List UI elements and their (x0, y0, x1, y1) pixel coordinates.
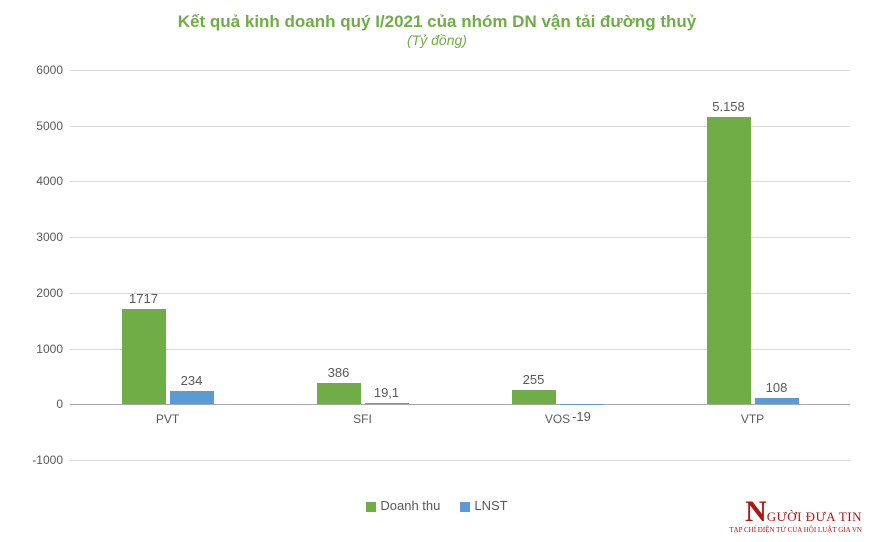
legend-item: Doanh thu (366, 498, 440, 513)
bar-value-label: 5.158 (712, 99, 745, 114)
bar (317, 383, 361, 405)
y-tick-label: 1000 (15, 342, 63, 356)
bar (755, 398, 799, 404)
bar (170, 391, 214, 404)
legend-swatch (366, 502, 376, 512)
bar (707, 117, 751, 404)
legend-item: LNST (460, 498, 507, 513)
legend-label: Doanh thu (380, 498, 440, 513)
bar-value-label: 1717 (129, 291, 158, 306)
bar-value-label: 255 (523, 372, 545, 387)
chart-subtitle: (Tỷ đồng) (0, 32, 874, 54)
plot-area: -100001000200030004000500060001717234PVT… (70, 70, 850, 460)
y-tick-label: 4000 (15, 174, 63, 188)
chart-title: Kết quả kinh doanh quý I/2021 của nhóm D… (0, 0, 874, 32)
bar-value-label: 234 (181, 373, 203, 388)
bar (365, 403, 409, 404)
watermark-letter: N (745, 497, 767, 527)
x-tick-label: PVT (156, 412, 179, 426)
bar (122, 309, 166, 405)
legend-swatch (460, 502, 470, 512)
y-tick-label: 6000 (15, 63, 63, 77)
watermark: NGƯỜI ĐƯA TIN TẠP CHÍ ĐIỆN TỬ CỦA HỘI LU… (729, 497, 862, 534)
legend-label: LNST (474, 498, 507, 513)
watermark-text: GƯỜI ĐƯA TIN (767, 509, 862, 524)
gridline (70, 460, 850, 461)
x-tick-label: VTP (741, 412, 764, 426)
x-tick-label: VOS (545, 412, 570, 426)
y-tick-label: 0 (15, 397, 63, 411)
gridline (70, 404, 850, 405)
gridline (70, 70, 850, 71)
bar-value-label: -19 (572, 409, 591, 424)
y-tick-label: 3000 (15, 230, 63, 244)
x-tick-label: SFI (353, 412, 372, 426)
bar-value-label: 108 (766, 380, 788, 395)
bar (560, 404, 604, 405)
bar-value-label: 19,1 (374, 385, 399, 400)
y-tick-label: 5000 (15, 119, 63, 133)
bar (512, 390, 556, 404)
y-tick-label: 2000 (15, 286, 63, 300)
watermark-subtext: TẠP CHÍ ĐIỆN TỬ CỦA HỘI LUẬT GIA VN (729, 527, 862, 534)
y-tick-label: -1000 (15, 453, 63, 467)
chart-container: Kết quả kinh doanh quý I/2021 của nhóm D… (0, 0, 874, 542)
bar-value-label: 386 (328, 365, 350, 380)
